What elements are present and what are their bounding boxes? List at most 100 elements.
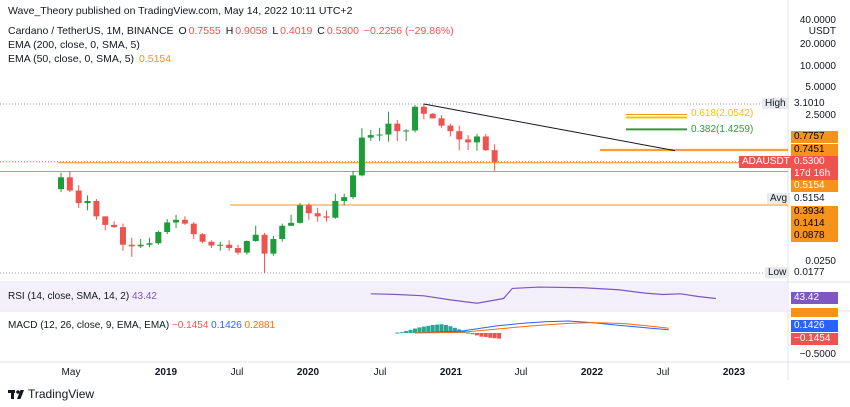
price-axis-currency: USDT: [808, 26, 836, 37]
macd-histogram-bar: [452, 327, 457, 333]
ema50-legend[interactable]: EMA (50, close, 0, SMA, 5) 0.5154: [8, 53, 173, 66]
low-tag-value: 0.0177: [794, 267, 825, 278]
time-axis-label: 2022: [580, 367, 604, 378]
time-axis-label: 2019: [154, 367, 178, 378]
high-tag-value: 3.1010: [794, 98, 825, 109]
macd-histogram-bar: [443, 325, 448, 333]
rsi-label: RSI (14, close, SMA, 14, 2): [8, 291, 130, 302]
macd-histogram-bar: [483, 333, 488, 337]
rsi-tag: 43.42: [791, 292, 838, 304]
tradingview-logo-icon: [8, 390, 24, 399]
avg-tag-label: Avg: [767, 193, 791, 204]
rsi-legend[interactable]: RSI (14, close, SMA, 14, 2) 43.42: [8, 291, 157, 302]
price-axis-label: 10.0000: [799, 61, 836, 72]
time-axis-label: Jul: [656, 367, 670, 378]
candle-body: [341, 197, 348, 201]
symbol-price-tag: ADAUSDT: [739, 156, 793, 168]
macd-histogram-bar: [466, 332, 471, 334]
candle-body: [243, 241, 250, 253]
candle-body: [447, 125, 454, 132]
level-tag: 0.7757: [791, 131, 838, 143]
candle-body: [465, 139, 472, 143]
fib-0618-label: 0.618(2.0542): [691, 108, 754, 119]
time-axis-label: 2021: [439, 367, 463, 378]
candle-body: [385, 123, 392, 135]
candle-body: [208, 241, 215, 246]
candle-body: [261, 234, 268, 254]
close-value: 0.5300: [326, 25, 359, 37]
candle-body: [119, 227, 126, 245]
candle-body: [491, 150, 498, 162]
candle-body: [270, 239, 277, 254]
level-tag: 0.3934: [791, 206, 838, 218]
candle-body: [58, 177, 64, 190]
macd-histogram-bar: [488, 333, 493, 338]
candle-body: [84, 200, 91, 204]
candle-body: [473, 136, 480, 143]
time-axis-label: 2023: [722, 367, 746, 378]
candle-body: [332, 200, 339, 218]
candle-body: [323, 216, 330, 218]
candle-body: [66, 177, 73, 191]
candle-body: [420, 106, 427, 114]
high-value: 0.9058: [235, 25, 268, 37]
level-tag: 0.1414: [791, 218, 838, 230]
macd-hist-tag: −0.1454: [791, 333, 838, 345]
price-axis-label: 2.5000: [805, 110, 836, 121]
price-axis-top: 40.0000: [799, 15, 836, 26]
candle-body: [412, 106, 418, 131]
candle-body: [296, 205, 303, 223]
open-label: O: [178, 25, 187, 37]
footer-brand[interactable]: TradingView: [8, 387, 94, 401]
candle-body: [394, 123, 401, 132]
macd-line-value: 0.1426: [211, 320, 242, 331]
candle-body: [235, 248, 241, 253]
candle-body: [350, 175, 357, 198]
candle-body: [181, 219, 188, 224]
macd-histogram-bar: [404, 331, 409, 333]
candle-body: [137, 244, 144, 247]
trend-line: [423, 103, 676, 152]
macd-histogram-bar: [417, 327, 422, 333]
low-label: L: [272, 25, 279, 37]
candle-body: [190, 223, 197, 235]
symbol-line: Cardano / TetherUS, 1M, BINANCE: [8, 25, 174, 37]
level-tag: 0.0878: [791, 230, 838, 242]
price-axis-label: 20.0000: [799, 39, 836, 50]
low-tag-label: Low: [765, 267, 790, 278]
macd-axis-label: −0.5000: [799, 349, 836, 360]
macd-histogram-bar: [430, 325, 435, 333]
open-value: 0.7555: [188, 25, 221, 37]
candle-body: [403, 130, 410, 132]
footer-brand-label: TradingView: [28, 387, 95, 401]
macd-label: MACD (12, 26, close, 9, EMA, EMA): [8, 320, 170, 331]
change-value: −0.2256 (−29.86%): [363, 25, 454, 37]
ema200-legend[interactable]: EMA (200, close, 0, SMA, 5): [8, 39, 140, 51]
candle-body: [75, 190, 82, 204]
macd-histogram-bar: [474, 333, 479, 336]
rsi-line: [370, 286, 716, 304]
candle-body: [288, 222, 295, 226]
candle-body: [252, 234, 259, 242]
macd-signal-tag: [791, 308, 838, 317]
close-label: C: [317, 25, 325, 37]
macd-histogram-bar: [399, 332, 404, 334]
time-axis-label: 2020: [296, 367, 320, 378]
candle-body: [367, 135, 374, 138]
candle-body: [429, 113, 436, 119]
level-tag: 0.7451: [791, 144, 838, 156]
candle-body: [482, 136, 489, 151]
macd-legend[interactable]: MACD (12, 26, close, 9, EMA, EMA) −0.145…: [8, 320, 275, 331]
candle-body: [128, 244, 135, 247]
candle-body: [146, 243, 153, 245]
macd-histogram-bar: [408, 329, 413, 333]
price-axis-label: 0.0250: [805, 256, 836, 267]
candle-body: [314, 213, 321, 217]
macd-histogram-bar: [426, 325, 431, 333]
candle-body: [111, 224, 118, 228]
candle-body: [93, 200, 100, 217]
symbol-legend[interactable]: Cardano / TetherUS, 1M, BINANCE O 0.7555 …: [8, 25, 456, 38]
candle-body: [102, 216, 109, 225]
candle-body: [217, 244, 224, 246]
